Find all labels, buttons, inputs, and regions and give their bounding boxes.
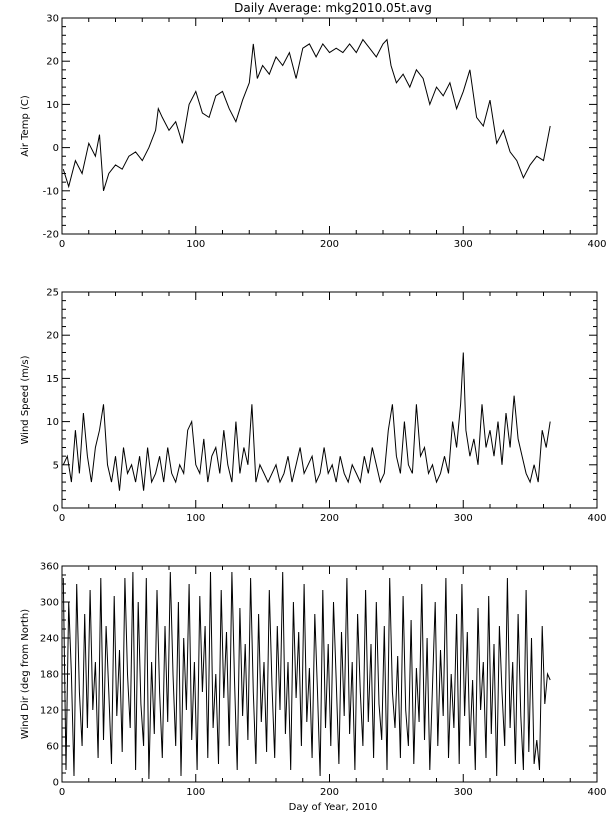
wind-speed-x-tick-label: 300 — [454, 513, 473, 524]
wind-speed-x-tick-label: 200 — [320, 513, 339, 524]
air-temp-y-tick-label: 10 — [46, 100, 59, 111]
wind-speed-y-tick-label: 25 — [46, 288, 59, 299]
chart-title: Daily Average: mkg2010.05t.avg — [234, 1, 432, 15]
air-temp-y-tick-label: -20 — [43, 230, 59, 241]
wind-dir-x-tick-label: 300 — [454, 787, 473, 798]
wind-speed-y-tick-label: 15 — [46, 374, 59, 385]
air-temp-y-tick-label: 20 — [46, 57, 59, 68]
air-temp-y-tick-label: -10 — [43, 186, 59, 197]
air-temp-x-tick-label: 400 — [587, 239, 606, 250]
wind-speed-x-tick-label: 0 — [59, 513, 65, 524]
air-temp-x-tick-label: 100 — [186, 239, 205, 250]
wind-dir-x-tick-label: 0 — [59, 787, 65, 798]
wind-dir-y-axis-label: Wind Dir (deg from North) — [20, 609, 31, 739]
wind-dir-y-tick-label: 300 — [40, 598, 59, 609]
wind-dir-y-tick-label: 240 — [40, 634, 59, 645]
wind-dir-y-tick-label: 180 — [40, 670, 59, 681]
wind-speed-y-axis-label: Wind Speed (m/s) — [20, 355, 31, 444]
air-temp-plot-frame — [61, 17, 598, 235]
air-temp-y-tick-label: 0 — [53, 143, 59, 154]
air-temp-x-tick-label: 200 — [320, 239, 339, 250]
wind-speed-series-line — [62, 352, 551, 491]
air-temp-y-tick-label: 30 — [46, 14, 59, 25]
wind-speed-y-tick-label: 0 — [53, 504, 59, 515]
air-temp-y-axis-label: Air Temp (C) — [20, 95, 31, 157]
air-temp-series-line — [62, 38, 551, 191]
wind-dir-y-tick-label: 60 — [46, 742, 59, 753]
wind-dir-y-tick-label: 120 — [40, 706, 59, 717]
wind-speed-y-tick-label: 20 — [46, 331, 59, 342]
wind-dir-series-line — [62, 571, 551, 780]
x-axis-label: Day of Year, 2010 — [289, 802, 378, 813]
wind-dir-x-tick-label: 200 — [320, 787, 339, 798]
wind-speed-panel: Wind Speed (m/s) 0 100 200 300 400 0 5 10 15 20 25 — [20, 288, 607, 525]
wind-speed-x-tick-label: 400 — [587, 513, 606, 524]
wind-dir-x-tick-label: 100 — [186, 787, 205, 798]
wind-speed-y-tick-label: 10 — [46, 417, 59, 428]
wind-dir-x-tick-label: 400 — [587, 787, 606, 798]
air-temp-panel: Air Temp (C) 0 100 200 300 400 -20 -10 0 10 20 30 — [20, 14, 607, 251]
air-temp-x-tick-label: 0 — [59, 239, 65, 250]
wind-speed-y-tick-label: 5 — [53, 460, 59, 471]
wind-dir-y-tick-label: 0 — [53, 778, 59, 789]
wind-speed-x-tick-label: 100 — [186, 513, 205, 524]
air-temp-x-tick-label: 300 — [454, 239, 473, 250]
wind-dir-y-tick-label: 360 — [40, 562, 59, 573]
wind-dir-panel: Wind Dir (deg from North) 0 100 200 300 400 0… — [20, 562, 607, 799]
